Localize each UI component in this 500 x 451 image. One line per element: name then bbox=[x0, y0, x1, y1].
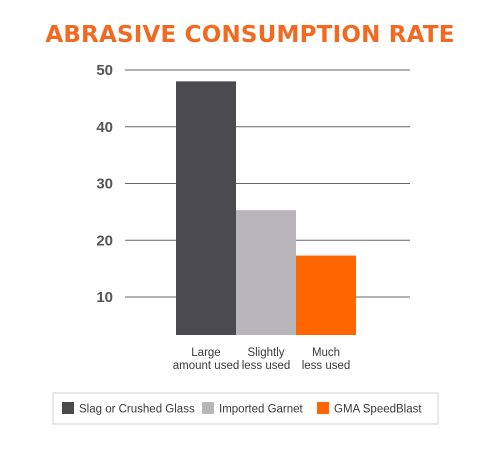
bar-slag-or-crushed-glass bbox=[176, 81, 236, 335]
legend-swatch-0 bbox=[62, 402, 74, 414]
legend-label-0: Slag or Crushed Glass bbox=[79, 404, 195, 416]
y-tick-label-20: 20 bbox=[96, 232, 113, 249]
legend-swatch-1 bbox=[202, 402, 214, 414]
legend-swatch-2 bbox=[317, 402, 329, 414]
chart-title: ABRASIVE CONSUMPTION RATE bbox=[45, 22, 455, 48]
y-tick-label-10: 10 bbox=[96, 289, 113, 306]
legend-frame bbox=[52, 392, 439, 425]
x-category-label-2: Much less used bbox=[302, 347, 351, 372]
y-tick-label-50: 50 bbox=[96, 62, 113, 79]
y-axis-ticks: 10 20 30 40 50 bbox=[96, 62, 113, 306]
bars bbox=[176, 81, 356, 335]
legend: Slag or Crushed Glass Imported Garnet GMA … bbox=[52, 392, 439, 425]
bar-gma-speedblast bbox=[296, 255, 356, 335]
legend-label-2: GMA SpeedBlast bbox=[334, 404, 422, 416]
y-tick-label-30: 30 bbox=[96, 176, 113, 193]
y-tick-label-40: 40 bbox=[96, 119, 113, 136]
bar-imported-garnet bbox=[236, 210, 296, 335]
x-category-label-0: Large amount used bbox=[173, 347, 240, 372]
x-category-label-1: Slightly less used bbox=[242, 347, 291, 372]
legend-label-1: Imported Garnet bbox=[219, 404, 304, 416]
